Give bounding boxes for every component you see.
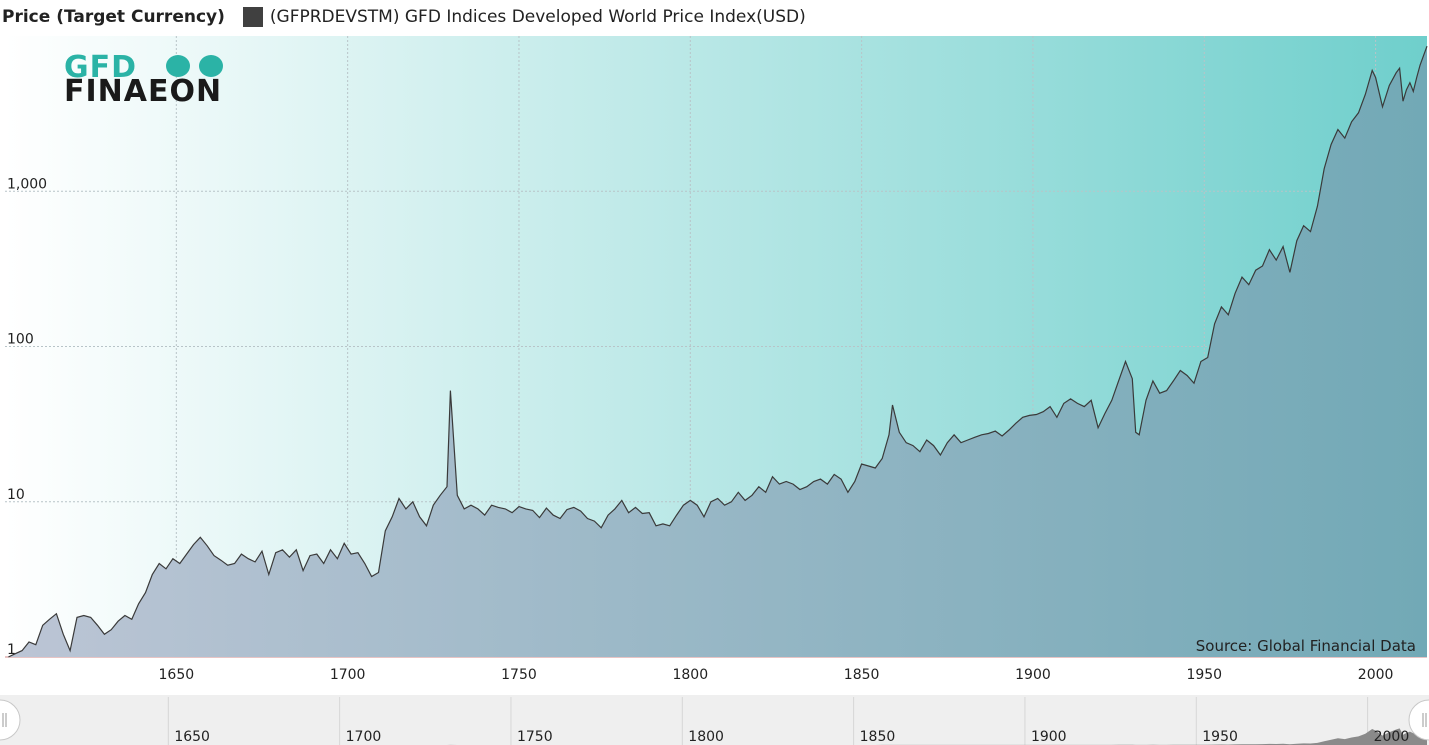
- navigator-axis: 1650 1700 1750 1800 1850 1900 1950 2000: [174, 729, 1409, 745]
- logo-leaf-icon: [199, 55, 223, 77]
- logo-line1: GFD: [64, 50, 137, 85]
- navigator-tick-label: 1750: [517, 729, 553, 745]
- navigator-tick-label: 1950: [1202, 729, 1238, 745]
- navigator[interactable]: 1650 1700 1750 1800 1850 1900 1950 2000: [0, 695, 1429, 745]
- y-tick-label: 100: [7, 332, 34, 348]
- navigator-left-handle[interactable]: [0, 699, 21, 741]
- y-tick-label: 10: [7, 487, 25, 503]
- x-tick-label: 1700: [330, 667, 366, 683]
- source-note: Source: Global Financial Data: [1196, 637, 1416, 655]
- x-tick-label: 1950: [1186, 667, 1222, 683]
- price-chart: 1650 1700 1750 1800 1850 1900 1950 2000 1101001…: [0, 36, 1429, 745]
- navigator-tick-label: 1700: [346, 729, 382, 745]
- y-tick-label: 1: [7, 642, 16, 658]
- chart-header: Price (Target Currency) (GFPRDEVSTM) GFD…: [0, 0, 1429, 34]
- x-tick-label: 1900: [1015, 667, 1051, 683]
- x-tick-label: 1800: [672, 667, 708, 683]
- series-area: [8, 46, 1427, 657]
- legend-swatch-icon[interactable]: [242, 7, 263, 27]
- y-tick-label: 1,000: [7, 176, 47, 192]
- navigator-background: [0, 695, 1429, 745]
- navigator-right-handle[interactable]: [1408, 699, 1429, 741]
- logo-leaf-icon: [166, 55, 190, 77]
- legend-label[interactable]: (GFPRDEVSTM) GFD Indices Developed World…: [269, 7, 806, 27]
- logo-line2: FINAEON: [64, 74, 222, 109]
- x-tick-label: 1650: [159, 667, 195, 683]
- x-tick-label: 1750: [501, 667, 537, 683]
- y-axis: 1 10 100 1,000: [7, 176, 47, 658]
- series-line[interactable]: [8, 45, 1428, 658]
- x-axis: 1650 1700 1750 1800 1850 1900 1950 2000: [159, 667, 1394, 683]
- navigator-grid: [167, 697, 1369, 745]
- x-tick-label: 1850: [844, 667, 880, 683]
- x-tick-label: 2000: [1358, 667, 1394, 683]
- legend[interactable]: (GFPRDEVSTM) GFD Indices Developed World…: [242, 7, 806, 27]
- navigator-tick-label: 1900: [1031, 729, 1067, 745]
- navigator-tick-label: 1850: [860, 729, 896, 745]
- gfd-finaeon-logo: GFD FINAEON: [64, 50, 223, 109]
- navigator-tick-label: 2000: [1374, 729, 1410, 745]
- navigator-tick-label: 1800: [688, 729, 724, 745]
- y-axis-title: Price (Target Currency): [2, 7, 225, 27]
- navigator-tick-label: 1650: [174, 729, 210, 745]
